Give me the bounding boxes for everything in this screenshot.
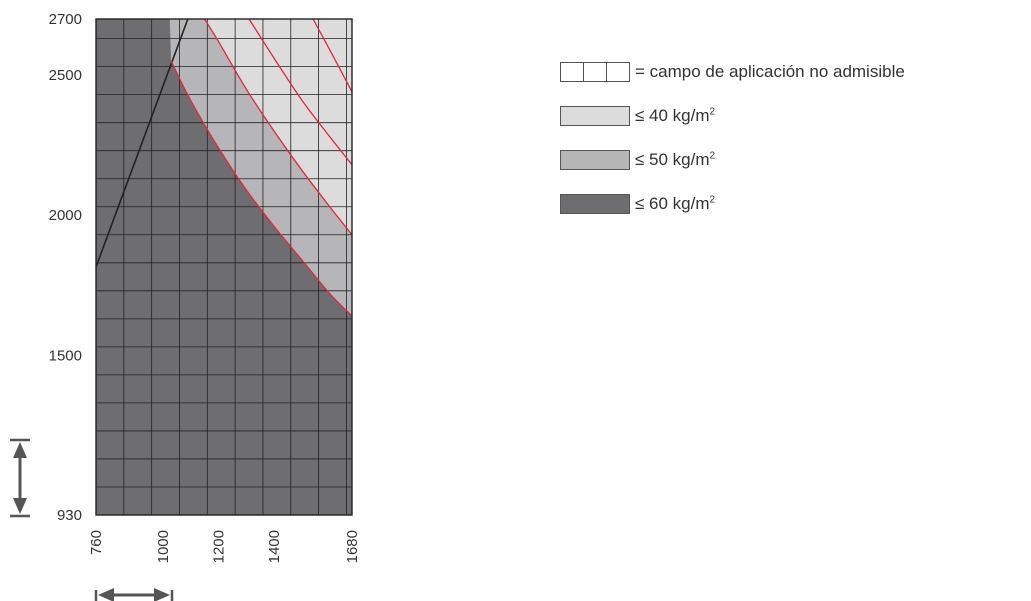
legend-superscript: 2 <box>710 194 716 205</box>
y-tick-label: 2000 <box>49 207 82 224</box>
legend-text: ≤ 50 kg/m <box>635 150 710 169</box>
y-tick-labels: 930 1500 2000 2500 2700 <box>49 11 82 524</box>
legend-text: ≤ 40 kg/m <box>635 106 710 125</box>
legend-superscript: 2 <box>710 150 716 161</box>
legend-item: ≤ 40 kg/m2 <box>560 104 905 128</box>
legend-text: = campo de aplicación no admisible <box>635 62 905 81</box>
legend-label: ≤ 60 kg/m2 <box>635 194 715 214</box>
legend-swatch <box>560 150 630 170</box>
legend-item: = campo de aplicación no admisible <box>560 60 905 84</box>
y-tick-label: 930 <box>57 507 82 524</box>
region-fills <box>96 19 352 515</box>
legend-item: ≤ 60 kg/m2 <box>560 192 905 216</box>
x-tick-label: 760 <box>88 530 105 555</box>
height-range-arrow <box>10 440 30 516</box>
legend-superscript: 2 <box>710 106 716 117</box>
x-tick-label: 1400 <box>266 530 283 563</box>
legend-text: ≤ 60 kg/m <box>635 194 710 213</box>
x-tick-labels: 760 1000 1200 1400 1680 <box>88 530 361 563</box>
legend-label: = campo de aplicación no admisible <box>635 62 905 82</box>
y-tick-label: 1500 <box>49 347 82 364</box>
legend-label: ≤ 40 kg/m2 <box>635 106 715 126</box>
legend-swatch <box>560 106 630 126</box>
y-tick-label: 2700 <box>49 11 82 28</box>
width-range-arrow <box>96 588 172 601</box>
x-tick-label: 1200 <box>210 530 227 563</box>
legend: = campo de aplicación no admisible ≤ 40 k… <box>560 60 905 236</box>
legend-item: ≤ 50 kg/m2 <box>560 148 905 172</box>
x-tick-label: 1000 <box>155 530 172 563</box>
x-tick-label: 1680 <box>344 530 361 563</box>
y-tick-label: 2500 <box>49 67 82 84</box>
legend-swatch <box>560 62 630 82</box>
legend-label: ≤ 50 kg/m2 <box>635 150 715 170</box>
legend-swatch <box>560 194 630 214</box>
chart: 930 1500 2000 2500 2700 760 1000 1200 1400 1680 <box>0 0 540 601</box>
